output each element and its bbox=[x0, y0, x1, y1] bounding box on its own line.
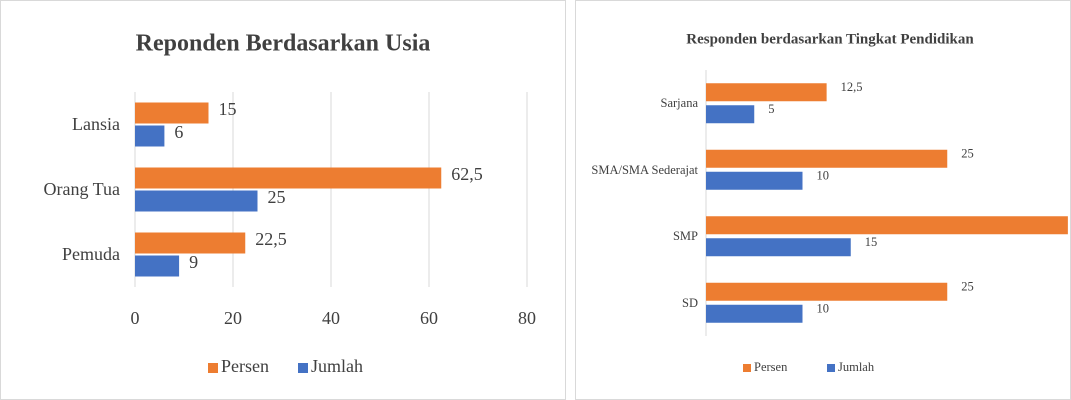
bar bbox=[135, 167, 442, 189]
bar bbox=[135, 232, 246, 254]
y-tick-label: Lansia bbox=[72, 114, 120, 135]
x-tick-label: 80 bbox=[518, 308, 536, 328]
y-tick-label: SMA/SMA Sederajat bbox=[591, 162, 698, 177]
data-label: 25 bbox=[268, 187, 286, 207]
x-tick-label: 40 bbox=[322, 308, 340, 328]
bar bbox=[706, 171, 803, 190]
bar bbox=[706, 304, 803, 323]
data-label: 10 bbox=[817, 302, 830, 316]
x-tick-label: 20 bbox=[224, 308, 242, 328]
chart-title: Responden berdasarkan Tingkat Pendidikan bbox=[686, 31, 974, 47]
bar bbox=[706, 238, 851, 257]
y-tick-label: Sarjana bbox=[660, 96, 698, 111]
legend-swatch bbox=[743, 364, 751, 372]
legend-swatch bbox=[208, 363, 218, 373]
data-label: 25 bbox=[961, 147, 974, 161]
bar bbox=[706, 282, 948, 301]
legend-label: Jumlah bbox=[311, 356, 363, 376]
bar bbox=[706, 149, 948, 168]
data-label: 10 bbox=[817, 169, 830, 183]
y-tick-label: Pemuda bbox=[62, 244, 120, 265]
bar bbox=[135, 125, 165, 147]
x-tick-label: 0 bbox=[131, 308, 140, 328]
data-label: 15 bbox=[219, 99, 237, 119]
bar bbox=[135, 102, 209, 124]
x-tick-label: 60 bbox=[420, 308, 438, 328]
bar bbox=[706, 83, 827, 102]
data-label: 22,5 bbox=[255, 229, 287, 249]
panel bbox=[575, 0, 1071, 400]
legend-label: Jumlah bbox=[838, 360, 875, 374]
chart-title: Reponden Berdasarkan Usia bbox=[136, 31, 431, 57]
data-label: 12,5 bbox=[841, 80, 863, 94]
legend-label: Persen bbox=[754, 360, 788, 374]
data-label: 6 bbox=[174, 122, 183, 142]
legend-label: Persen bbox=[221, 356, 269, 376]
y-tick-label: Orang Tua bbox=[43, 179, 120, 200]
data-label: 15 bbox=[865, 235, 878, 249]
data-label: 9 bbox=[189, 252, 198, 272]
y-tick-label: SMP bbox=[672, 229, 698, 244]
bar bbox=[706, 216, 1068, 235]
legend-swatch bbox=[827, 364, 835, 372]
data-label: 25 bbox=[961, 280, 974, 294]
bar bbox=[135, 190, 258, 212]
bar bbox=[706, 105, 755, 124]
y-tick-label: SD bbox=[682, 295, 698, 310]
data-label: 5 bbox=[768, 102, 774, 116]
bar bbox=[135, 255, 180, 277]
data-label: 62,5 bbox=[451, 164, 483, 184]
legend-swatch bbox=[298, 363, 308, 373]
